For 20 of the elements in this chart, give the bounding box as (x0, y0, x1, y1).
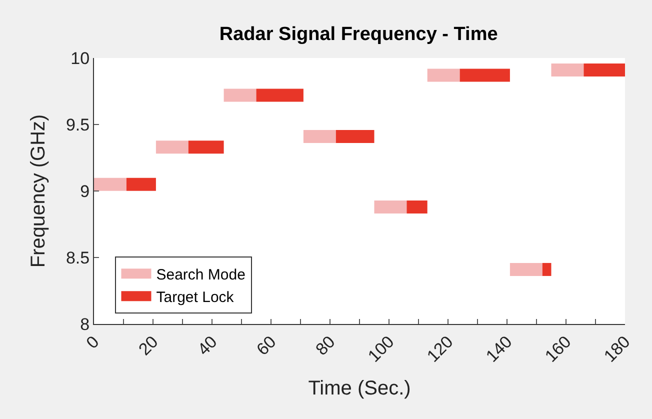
y-tick-label: 8.5 (66, 248, 90, 268)
x-tick-label: 160 (541, 332, 575, 366)
x-tick-label: 140 (482, 332, 516, 366)
x-axis-title: Time (Sec.) (308, 377, 411, 400)
chart-title: Radar Signal Frequency - Time (219, 24, 498, 45)
y-axis-title: Frequency (GHz) (27, 114, 50, 268)
y-tick-label: 10 (70, 48, 90, 68)
y-tick-label: 8 (80, 314, 90, 334)
x-tick-label: 100 (364, 332, 398, 366)
x-tick-label: 40 (194, 332, 221, 360)
x-tick-label: 0 (82, 332, 103, 352)
legend-label: Search Mode (156, 266, 246, 284)
y-tick-label: 9.5 (66, 115, 90, 134)
legend-label: Target Lock (156, 288, 234, 306)
x-tick-label: 20 (135, 332, 162, 360)
x-tick-label: 180 (600, 332, 634, 366)
x-tick-label: 120 (423, 332, 457, 366)
x-tick-label: 60 (253, 332, 280, 360)
x-tick-label: 80 (312, 332, 339, 360)
y-tick-label: 9 (80, 182, 90, 201)
